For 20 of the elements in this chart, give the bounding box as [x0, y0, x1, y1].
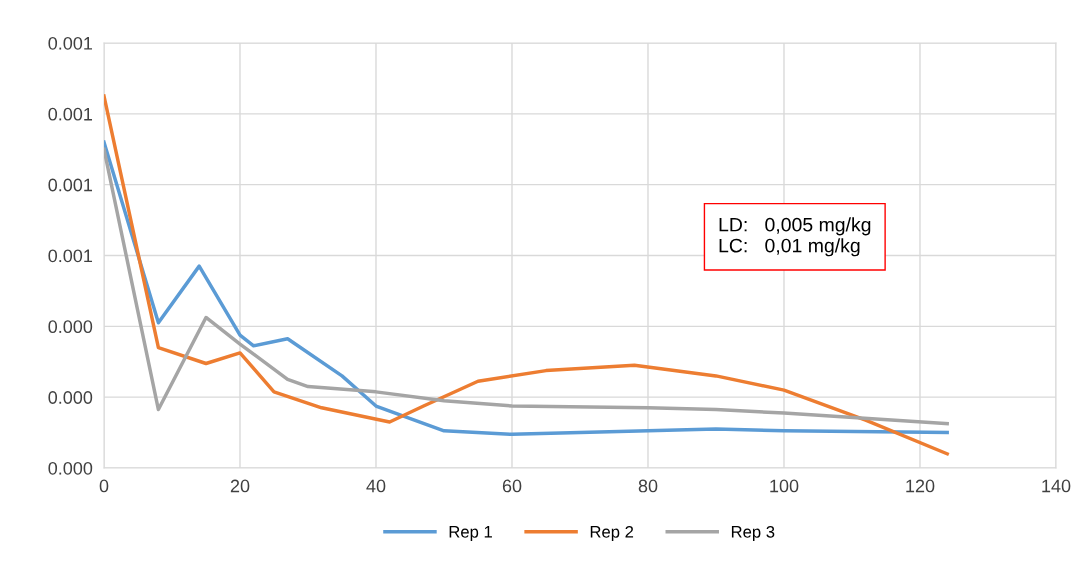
x-tick-label: 80	[638, 479, 658, 493]
y-tick-label: 0.001	[48, 36, 93, 50]
y-tick-label: 0.001	[48, 249, 93, 263]
y-tick-label: 0.001	[48, 178, 93, 192]
legend-label: Rep 2	[590, 525, 634, 542]
x-tick-label: 140	[1042, 479, 1071, 493]
x-tick-label: 60	[502, 479, 522, 493]
x-tick-label: 100	[770, 479, 799, 493]
x-tick-label: 20	[230, 479, 250, 493]
y-tick-label: 0.001	[48, 107, 93, 121]
legend-label: Rep 3	[731, 525, 775, 542]
x-tick-label: 40	[366, 479, 386, 493]
x-tick-label: 0	[99, 479, 109, 493]
line-series	[104, 94, 949, 456]
x-tick-label: 120	[906, 479, 935, 493]
y-tick-label: 0.000	[48, 320, 93, 334]
legend-label: Rep 1	[449, 526, 492, 542]
annotation: LD: 0,005 mg/kg LC: 0,01 mg/kg	[719, 217, 871, 257]
y-tick-label: 0.000	[48, 391, 93, 404]
y-tick-label: 0.000	[48, 461, 93, 475]
